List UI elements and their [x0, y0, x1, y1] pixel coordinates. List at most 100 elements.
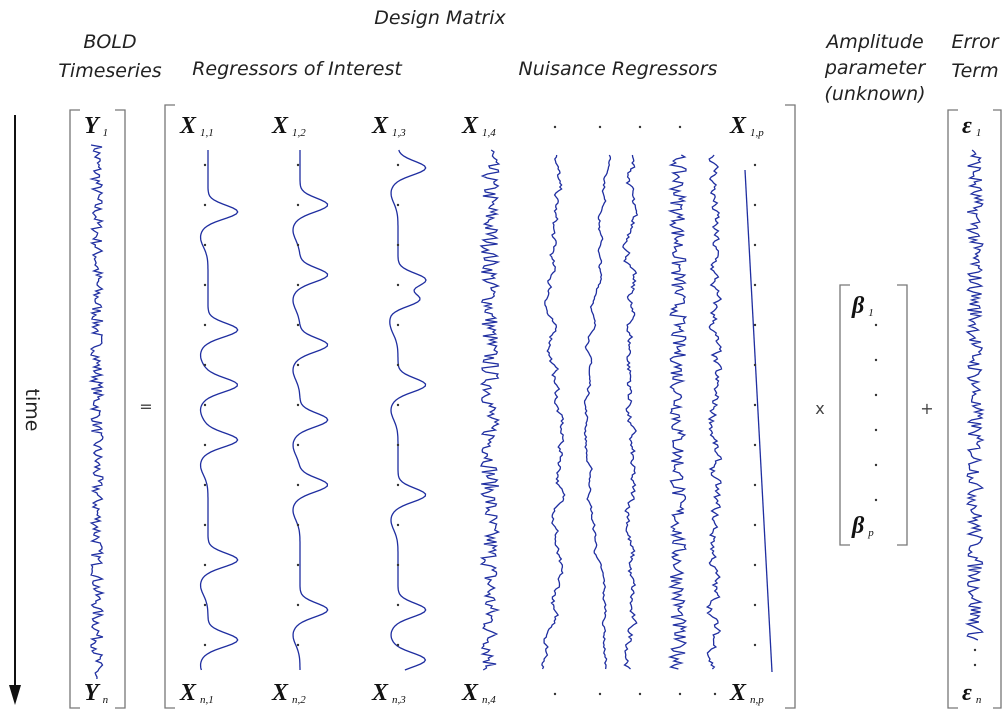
symbol: X	[371, 113, 389, 139]
dot	[203, 403, 207, 407]
symbol: X	[179, 680, 197, 706]
dot	[396, 483, 400, 487]
dot	[203, 643, 207, 647]
dot	[598, 125, 602, 129]
dot	[638, 125, 642, 129]
plus-sign: +	[920, 399, 933, 418]
dot	[874, 498, 878, 502]
symbol: ε	[962, 680, 972, 706]
dot	[296, 483, 300, 487]
dot	[396, 443, 400, 447]
bold-label: Timeseries	[58, 60, 161, 82]
dot	[396, 563, 400, 567]
nuisance-regressor	[479, 149, 501, 671]
bold-label: BOLD	[83, 31, 136, 53]
symbol: X	[461, 680, 479, 706]
dot	[598, 692, 602, 696]
dot	[203, 163, 207, 167]
error-signal	[964, 149, 985, 641]
dot	[678, 125, 682, 129]
subscript: 1,3	[392, 127, 406, 139]
subscript: 1	[103, 127, 109, 139]
dot	[396, 643, 400, 647]
dot	[203, 563, 207, 567]
dot	[753, 643, 757, 647]
dot	[296, 323, 300, 327]
subscript: n,2	[292, 694, 306, 706]
subscript: 1,4	[482, 127, 496, 139]
nuisance-regressor	[705, 154, 723, 670]
dot	[753, 443, 757, 447]
error-label: Term	[951, 60, 998, 82]
dot	[396, 603, 400, 607]
time-arrow-head	[9, 685, 21, 705]
dot	[296, 163, 300, 167]
dot	[753, 483, 757, 487]
matrix-symbol: X 1,p	[729, 113, 764, 139]
dot	[678, 692, 682, 696]
bold-signal	[88, 144, 106, 680]
symbol: X	[729, 113, 747, 139]
subscript: n,p	[750, 694, 764, 706]
time-label: time	[21, 389, 43, 432]
nuisance-label: Nuisance Regressors	[519, 58, 718, 80]
matrix-symbol: X 1,3	[371, 113, 406, 139]
subscript: n,4	[482, 694, 496, 706]
symbol: X	[461, 113, 479, 139]
dot	[638, 692, 642, 696]
dot	[396, 403, 400, 407]
dot	[753, 403, 757, 407]
matrix-symbol: X 1,1	[179, 113, 214, 139]
dot	[296, 443, 300, 447]
beta-bracket	[839, 284, 908, 546]
symbol: X	[271, 680, 289, 706]
nuisance-regressor	[583, 154, 612, 670]
dot	[753, 323, 757, 327]
dot	[713, 692, 717, 696]
matrix-symbol: X 1,2	[271, 113, 306, 139]
dot	[396, 523, 400, 527]
dot	[203, 323, 207, 327]
dot	[874, 428, 878, 432]
dot	[203, 363, 207, 367]
dot	[296, 603, 300, 607]
equals-sign: =	[139, 397, 152, 416]
dot	[753, 603, 757, 607]
amplitude-label: Amplitude	[824, 31, 923, 53]
subscript: p	[867, 527, 874, 539]
dot	[296, 403, 300, 407]
dot	[203, 283, 207, 287]
x-bracket	[164, 104, 796, 709]
symbol: Y	[84, 680, 101, 706]
symbol: Y	[84, 113, 101, 139]
nuisance-regressor	[622, 154, 639, 670]
dot	[553, 692, 557, 696]
dot	[296, 203, 300, 207]
amplitude-label: parameter	[824, 57, 926, 79]
dot	[396, 163, 400, 167]
dot	[396, 323, 400, 327]
dot	[553, 125, 557, 129]
dot	[396, 203, 400, 207]
dot	[753, 563, 757, 567]
dot	[753, 363, 757, 367]
regressor	[389, 149, 427, 671]
design-matrix-title: Design Matrix	[374, 7, 506, 29]
subscript: n,1	[200, 694, 214, 706]
dot	[296, 563, 300, 567]
nuisance-regressor	[541, 154, 566, 670]
dot	[296, 283, 300, 287]
subscript: 1,p	[750, 127, 764, 139]
dot	[203, 523, 207, 527]
dot	[753, 243, 757, 247]
